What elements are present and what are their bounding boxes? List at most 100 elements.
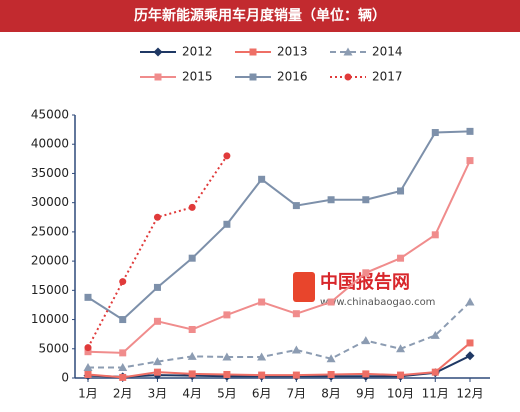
x-tick-label: 7月 <box>287 387 307 401</box>
data-point <box>292 202 300 210</box>
x-tick-label: 8月 <box>321 387 341 401</box>
data-point <box>397 187 405 195</box>
data-point <box>83 362 93 371</box>
series-line <box>87 354 471 378</box>
x-tick-label: 10月 <box>387 387 414 401</box>
data-point <box>153 317 161 325</box>
watermark: 中国报告网 www.chinabaogao.com <box>293 271 435 308</box>
legend-marker <box>154 73 162 81</box>
series-line <box>87 342 471 379</box>
series-line <box>87 160 471 354</box>
legend-marker <box>343 47 353 56</box>
legend-marker <box>249 73 257 81</box>
x-tick-label: 12月 <box>456 387 483 401</box>
x-tick-label: 6月 <box>252 387 272 401</box>
data-point <box>466 339 474 347</box>
y-tick-label: 20000 <box>31 254 69 268</box>
legend-label: 2016 <box>277 70 308 84</box>
data-point <box>466 127 474 135</box>
legend-label: 2013 <box>277 45 308 59</box>
data-point <box>188 370 196 378</box>
data-point <box>326 354 336 363</box>
x-tick-label: 9月 <box>356 387 376 401</box>
y-tick-label: 35000 <box>31 166 69 180</box>
watermark-url: www.chinabaogao.com <box>320 297 435 308</box>
data-point <box>223 370 231 378</box>
legend-marker <box>249 48 257 56</box>
data-point <box>397 254 405 262</box>
data-point <box>188 203 196 211</box>
data-point <box>222 352 232 361</box>
data-point <box>188 254 196 262</box>
legend-label: 2012 <box>182 45 213 59</box>
data-point <box>153 283 161 291</box>
data-point <box>188 325 196 333</box>
data-point <box>187 351 197 360</box>
data-point <box>119 316 127 324</box>
data-point <box>223 152 231 160</box>
data-point <box>258 298 266 306</box>
y-tick-label: 5000 <box>38 341 69 355</box>
y-tick-label: 0 <box>61 371 69 385</box>
data-point <box>84 348 92 356</box>
data-point <box>361 336 371 345</box>
data-point <box>257 352 267 361</box>
data-point <box>362 370 370 378</box>
legend-label: 2017 <box>372 70 403 84</box>
x-tick-label: 5月 <box>217 387 237 401</box>
data-point <box>362 269 370 277</box>
legend-marker <box>153 47 163 57</box>
data-point <box>327 196 335 204</box>
data-point <box>466 157 474 165</box>
y-tick-label: 30000 <box>31 195 69 209</box>
data-point <box>84 293 92 301</box>
y-tick-label: 45000 <box>31 108 69 122</box>
legend-label: 2014 <box>372 45 403 59</box>
legend-label: 2015 <box>182 70 213 84</box>
y-tick-label: 10000 <box>31 312 69 326</box>
watermark-title: 中国报告网 <box>320 271 410 293</box>
x-tick-label: 11月 <box>422 387 449 401</box>
data-point <box>258 371 266 379</box>
data-point <box>327 298 335 306</box>
data-point <box>397 371 405 379</box>
data-point <box>153 368 161 376</box>
chart-title: 历年新能源乘用车月度销量（单位：辆） <box>134 7 386 24</box>
data-point <box>84 370 92 378</box>
y-tick-label: 25000 <box>31 224 69 238</box>
data-point <box>119 373 127 381</box>
data-point <box>118 362 128 371</box>
data-point <box>223 220 231 228</box>
x-tick-label: 1月 <box>78 387 98 401</box>
data-point <box>430 330 440 339</box>
series-line <box>88 301 471 369</box>
data-point <box>327 370 335 378</box>
x-tick-label: 3月 <box>148 387 168 401</box>
data-point <box>292 371 300 379</box>
y-tick-label: 40000 <box>31 137 69 151</box>
data-point <box>431 129 439 137</box>
header-bar <box>0 0 520 32</box>
y-tick-label: 15000 <box>31 283 69 297</box>
data-point <box>223 311 231 319</box>
series-line <box>87 130 471 321</box>
data-point <box>291 345 301 354</box>
data-point <box>84 344 92 352</box>
x-tick-label: 4月 <box>182 387 202 401</box>
data-point <box>396 344 406 353</box>
data-point <box>152 357 162 366</box>
data-point <box>119 349 127 357</box>
data-point <box>258 175 266 183</box>
data-point <box>292 310 300 318</box>
data-point <box>431 231 439 239</box>
data-point <box>362 196 370 204</box>
data-point <box>431 368 439 376</box>
data-point <box>465 297 475 306</box>
watermark-logo <box>293 272 315 302</box>
data-point <box>119 278 127 286</box>
x-tick-label: 2月 <box>113 387 133 401</box>
data-point <box>465 351 475 361</box>
legend-marker <box>344 73 352 81</box>
data-point <box>153 213 161 221</box>
